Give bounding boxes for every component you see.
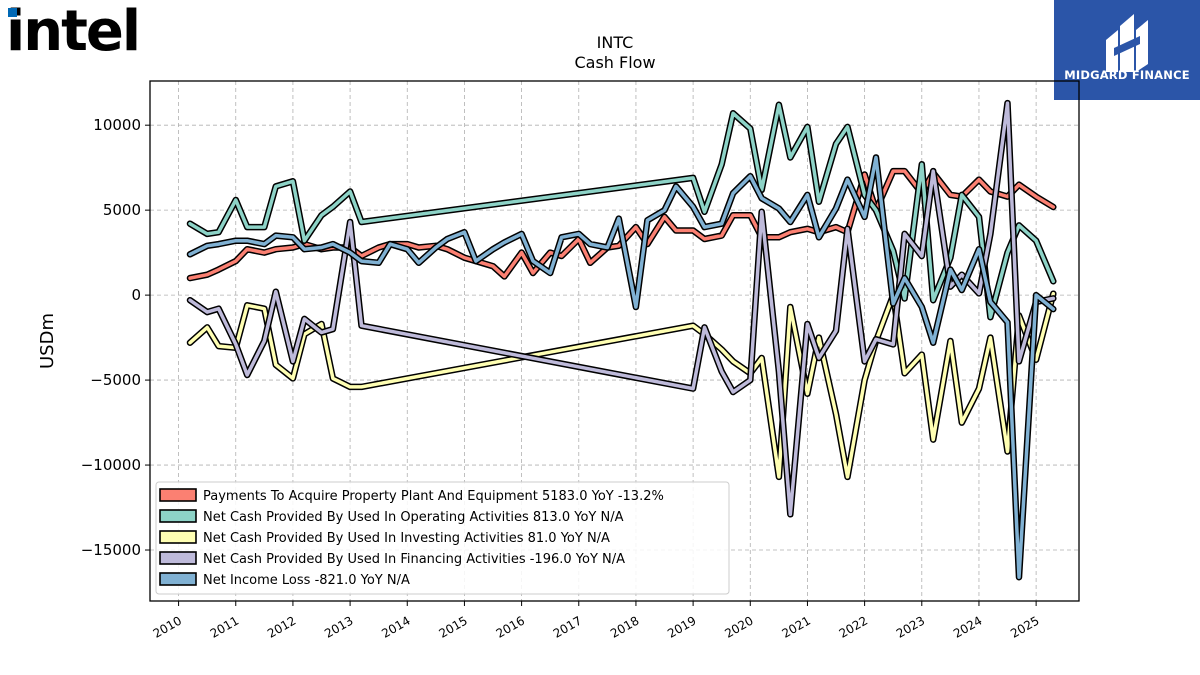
- y-tick-label: 0: [131, 286, 141, 304]
- intel-logo-text: intel: [6, 0, 141, 64]
- y-tick-label: −15000: [81, 541, 141, 559]
- x-tick-label: 2016: [494, 613, 527, 640]
- legend-entry: Payments To Acquire Property Plant And E…: [203, 489, 664, 504]
- x-tick-label: 2014: [379, 613, 412, 640]
- midgard-finance-wordmark: MIDGARD FINANCE: [1064, 68, 1190, 82]
- x-tick-label: 2021: [779, 613, 812, 640]
- x-tick-label: 2012: [265, 613, 298, 640]
- x-tick-label: 2010: [151, 613, 184, 640]
- legend-swatch: [159, 488, 197, 502]
- x-tick-label: 2018: [608, 613, 641, 640]
- x-tick-label: 2015: [436, 613, 469, 640]
- x-tick-label: 2023: [894, 613, 927, 640]
- x-tick-label: 2011: [208, 613, 241, 640]
- x-tick-label: 2020: [722, 613, 755, 640]
- chart-title: INTC: [597, 33, 634, 52]
- chart-subtitle: Cash Flow: [574, 53, 655, 72]
- x-tick-label: 2024: [951, 613, 984, 640]
- legend-entry: Net Cash Provided By Used In Financing A…: [203, 552, 625, 567]
- x-tick-label: 2019: [665, 613, 698, 640]
- plot-frame: [149, 80, 1080, 602]
- legend-box: [155, 481, 730, 595]
- x-tick-label: 2017: [551, 613, 584, 640]
- series-path: [188, 155, 1056, 579]
- legend-entry: Net Cash Provided By Used In Investing A…: [203, 531, 610, 546]
- y-tick-label: 10000: [93, 116, 141, 134]
- y-tick-label: −5000: [90, 371, 141, 389]
- legend-swatch: [159, 509, 197, 523]
- series-outline: [186, 101, 1057, 321]
- y-axis-ticks: 10000 5000 0 −5000 −10000 −15000: [81, 116, 150, 559]
- x-tick-label: 2022: [837, 613, 870, 640]
- x-axis-ticks: 2010 2011 2012 2013 2014 2015 2016 2017 2018 2019…: [151, 601, 1042, 641]
- y-tick-label: −10000: [81, 456, 141, 474]
- intel-logo: intel: [6, 4, 141, 60]
- series-lines: [186, 99, 1057, 581]
- legend-entry: Net Income Loss -821.0 YoY N/A: [203, 573, 410, 588]
- legend-swatch: [159, 530, 197, 544]
- y-tick-label: 5000: [103, 201, 141, 219]
- series-line-3: [186, 290, 1057, 481]
- x-tick-label: 2013: [322, 613, 355, 640]
- legend-swatch: [159, 551, 197, 565]
- legend-entry: Net Cash Provided By Used In Operating A…: [203, 510, 624, 525]
- x-tick-label: 2025: [1008, 613, 1041, 640]
- series-line-2: [186, 101, 1057, 321]
- legend-swatch: [159, 572, 197, 586]
- legend: Payments To Acquire Property Plant And E…: [155, 481, 730, 595]
- series-path: [188, 291, 1056, 479]
- series-path: [188, 103, 1056, 319]
- intel-logo-dot: [8, 8, 17, 17]
- midgard-finance-logo: MIDGARD FINANCE: [1054, 0, 1200, 100]
- y-axis-label: USDm: [37, 313, 58, 369]
- series-line-5: [186, 154, 1057, 581]
- midgard-logo-mark-icon: [1106, 14, 1148, 72]
